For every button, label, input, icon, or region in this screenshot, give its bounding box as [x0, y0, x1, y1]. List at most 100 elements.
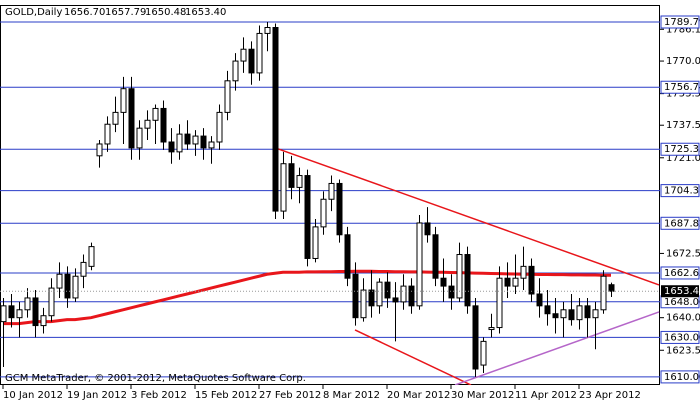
candle-body [416, 222, 423, 307]
current-price-box [661, 285, 699, 298]
candle-body [120, 88, 127, 113]
x-tick-label: 15 Feb 2012 [195, 390, 257, 401]
candle-body [184, 133, 191, 145]
candle-body [408, 285, 415, 307]
candle-body [592, 309, 599, 319]
x-tick-label: 11 Apr 2012 [515, 390, 577, 401]
candle-body [216, 111, 223, 143]
candle-body [552, 313, 559, 319]
candle-body [48, 287, 55, 317]
candle-body [448, 285, 455, 299]
candle-body [160, 107, 167, 143]
candle-body [0, 305, 7, 323]
candle-body [192, 135, 199, 145]
candle-body [272, 27, 279, 212]
candle-body [280, 163, 287, 212]
candle-body [560, 309, 567, 319]
candle-body [16, 309, 23, 319]
y-tick-label: 1753.50 [666, 89, 700, 100]
candle-body [144, 119, 151, 129]
level-label: 1687.82 [664, 218, 700, 229]
level-label-box [660, 80, 700, 94]
candle-body [392, 297, 399, 303]
candle-body [568, 309, 575, 321]
level-label: 1662.65 [664, 268, 700, 279]
candle-body [104, 123, 111, 145]
candle-body [240, 48, 247, 62]
candle-body [456, 254, 463, 299]
x-tick-label: 20 Mar 2012 [387, 390, 450, 401]
candle-body [152, 107, 159, 121]
candle-body [600, 275, 607, 311]
candle-body [32, 297, 39, 327]
x-tick-label: 30 Mar 2012 [451, 390, 514, 401]
candle-body [8, 305, 15, 319]
candle-body [264, 27, 271, 34]
candle-body [480, 340, 487, 366]
level-label: 1756.74 [664, 82, 700, 93]
candle-body [576, 305, 583, 321]
candle-body [520, 265, 527, 279]
header-close: 1653.40 [185, 7, 226, 18]
candle-body [328, 182, 335, 200]
candle-body [424, 222, 431, 236]
candle-body [344, 234, 351, 279]
candle-body [64, 273, 71, 299]
candle-body [176, 133, 183, 153]
level-label: 1648.06 [664, 297, 700, 308]
y-tick-label: 1737.50 [666, 120, 700, 131]
candle-body [288, 163, 295, 188]
candle-body [352, 273, 359, 319]
candle-body [208, 141, 215, 149]
x-tick-label: 27 Feb 2012 [259, 390, 321, 401]
candle-body [608, 284, 615, 292]
level-label: 1630.00 [664, 332, 700, 343]
candle-body [96, 143, 103, 157]
candle-body [504, 277, 511, 287]
candle-body [584, 305, 591, 319]
trendline [277, 148, 660, 286]
candle-body [168, 141, 175, 153]
candle-body [312, 226, 319, 259]
y-tick-label: 1623.50 [666, 345, 700, 356]
level-label: 1610.00 [664, 372, 700, 383]
level-label: 1789.79 [664, 17, 700, 28]
candle-body [128, 88, 135, 149]
candle-body [528, 265, 535, 295]
candle-body [544, 305, 551, 315]
candle-body [440, 277, 447, 287]
level-label-box [660, 266, 700, 280]
level-label-box [660, 184, 700, 198]
candle-body [224, 80, 231, 113]
candle-body [136, 127, 143, 149]
candle-body [536, 293, 543, 307]
y-tick-label: 1786.10 [666, 24, 700, 35]
x-tick-label: 19 Jan 2012 [67, 390, 127, 401]
y-tick-label: 1770.00 [666, 56, 700, 67]
candle-body [256, 32, 263, 74]
candle-body [112, 111, 119, 125]
candle-body [24, 297, 31, 311]
candle-body [464, 254, 471, 307]
candle-body [40, 315, 47, 327]
candle-body [384, 281, 391, 299]
header-open: 1656.70 [64, 7, 105, 18]
x-tick-label: 10 Jan 2012 [3, 390, 63, 401]
level-label-box [660, 370, 700, 384]
level-label: 1704.37 [664, 186, 700, 197]
y-tick-label: 1640.00 [666, 313, 700, 324]
chart-title: GOLD,Daily [5, 7, 62, 18]
candle-body [88, 246, 95, 267]
candle-body [296, 175, 303, 188]
moving-average [3, 269, 611, 326]
level-label-box [660, 216, 700, 230]
candle-body [80, 261, 87, 277]
header-low: 1650.48 [145, 7, 186, 18]
trendline [354, 329, 472, 385]
candle-body [472, 305, 479, 370]
header-high: 1657.79 [105, 7, 146, 18]
candle-body [200, 135, 207, 149]
y-tick-label: 1721.00 [666, 153, 700, 164]
candle-body [72, 275, 79, 299]
